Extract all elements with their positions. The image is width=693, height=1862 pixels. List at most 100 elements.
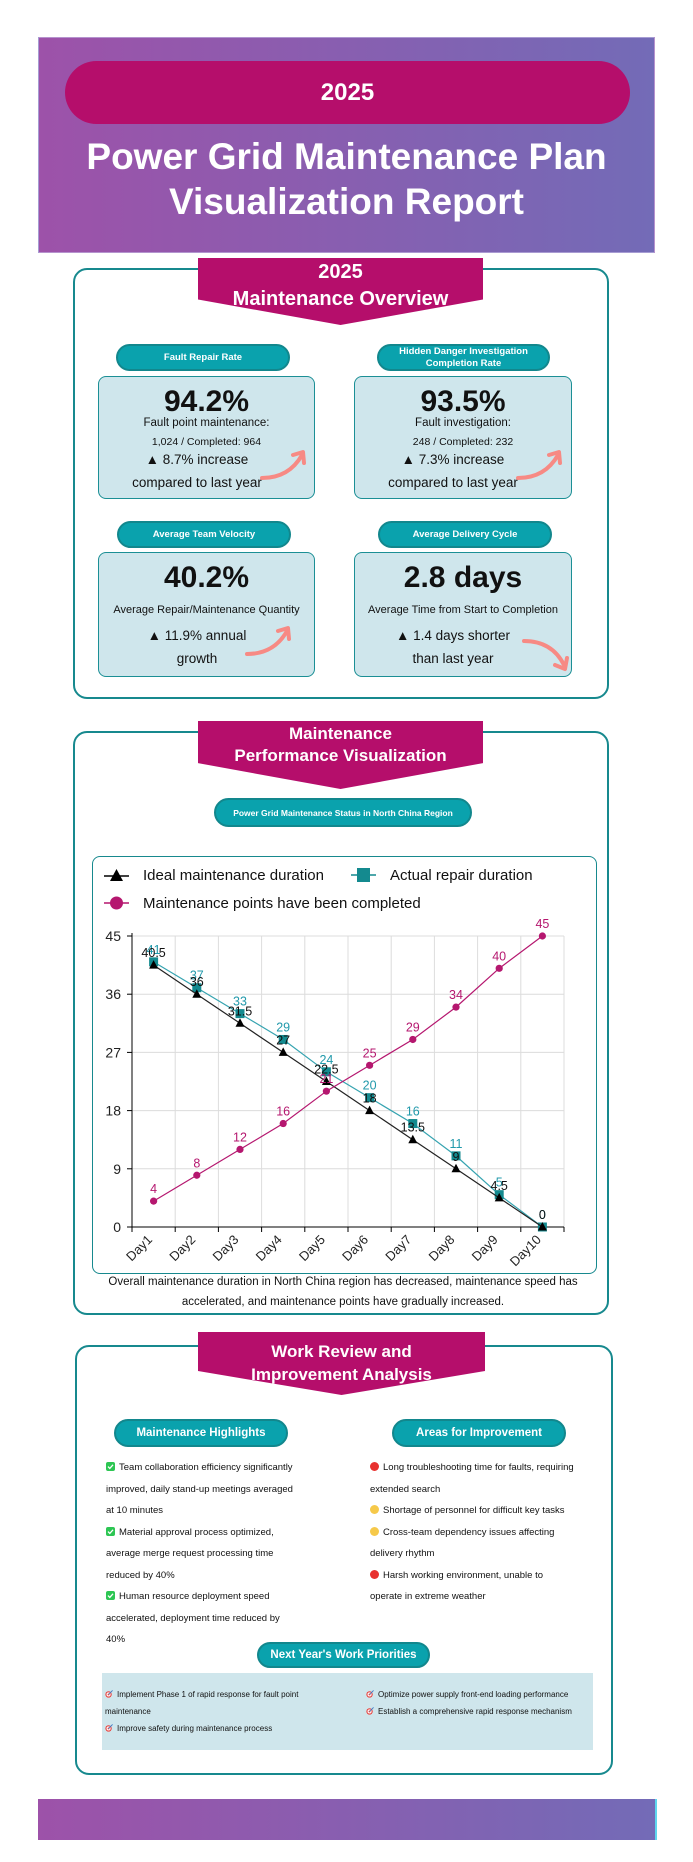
trend-line-1: ▲ 1.4 days shorter <box>396 628 510 643</box>
data-label: 24 <box>319 1053 333 1067</box>
data-point[interactable] <box>494 1192 504 1202</box>
series-triangle: 40.5 36 31.5 27 22.5 18 13.5 9 4.5 0 <box>141 946 547 1231</box>
y-tick-label: 36 <box>105 986 121 1002</box>
data-point[interactable] <box>149 960 159 969</box>
y-tick-label: 0 <box>113 1219 121 1235</box>
trend-line-2: compared to last year <box>132 475 262 490</box>
data-label: 21 <box>319 1072 333 1086</box>
metric-subtitle: Fault point maintenance: <box>143 417 270 429</box>
data-label: 8 <box>193 1156 200 1170</box>
priority-text: Improve safety during maintenance proces… <box>117 1724 273 1733</box>
data-label: 0 <box>539 1208 546 1222</box>
red-circle-icon <box>370 1569 379 1579</box>
metric-subtitle: Fault investigation: <box>415 417 511 429</box>
data-point[interactable] <box>451 1151 461 1161</box>
data-point[interactable] <box>409 1035 417 1044</box>
data-point[interactable] <box>366 1061 374 1069</box>
data-point[interactable] <box>278 1034 288 1044</box>
data-label: 18 <box>363 1092 377 1106</box>
x-tick-label: Day6 <box>339 1232 371 1264</box>
data-point[interactable] <box>365 1105 375 1115</box>
card-label-text: Average Delivery Cycle <box>412 528 518 540</box>
data-label: 12 <box>233 1130 247 1144</box>
priority-item: Improve safety during maintenance proces… <box>105 1720 337 1737</box>
x-tick-label: Day7 <box>382 1232 414 1264</box>
data-label: 25 <box>363 1046 377 1060</box>
data-point[interactable] <box>192 983 202 993</box>
metric-detail: 248 / Completed: 232 <box>412 436 514 448</box>
x-tick-label: Day9 <box>469 1232 501 1264</box>
data-point[interactable] <box>408 1134 418 1144</box>
data-label: 45 <box>535 917 549 931</box>
metric-card-hidden-danger-investigation: 93.5% Fault investigation: 248 / Complet… <box>354 376 572 499</box>
legend-item-actual[interactable]: Actual repair duration <box>351 864 533 886</box>
data-point[interactable] <box>408 1119 418 1129</box>
x-tick-label: Day3 <box>209 1232 241 1264</box>
trend-up-arrow-icon <box>516 450 562 480</box>
data-label: 0 <box>539 1208 546 1222</box>
data-point[interactable] <box>192 989 202 998</box>
data-point[interactable] <box>193 1171 201 1179</box>
data-label: 37 <box>190 969 204 983</box>
data-point[interactable] <box>150 1197 158 1205</box>
metric-card-fault-repair-rate: 94.2% Fault point maintenance: 1,024 / C… <box>98 376 315 499</box>
report-header: 2025 Power Grid Maintenance Plan Visuali… <box>38 37 655 253</box>
chart-title: Power Grid Maintenance Status in North C… <box>233 807 453 818</box>
data-point[interactable] <box>278 1047 288 1056</box>
highlight-text: Team collaboration efficiency significan… <box>106 1462 293 1516</box>
yellow-circle-icon <box>370 1526 379 1536</box>
metric-trend: ▲ 7.3% increase compared to last year <box>375 448 531 494</box>
data-point[interactable] <box>235 1018 245 1027</box>
check-box-icon <box>106 1462 115 1471</box>
title-line-1: Power Grid Maintenance Plan <box>86 136 607 177</box>
priority-text: Establish a comprehensive rapid response… <box>378 1707 572 1716</box>
x-tick-label: Day5 <box>296 1232 328 1264</box>
improvements-list: Long troubleshooting time for faults, re… <box>370 1457 575 1608</box>
improvements-title: Areas for Improvement <box>416 1427 542 1439</box>
data-point[interactable] <box>538 932 546 940</box>
trend-line-1: ▲ 11.9% annual <box>147 628 247 643</box>
target-icon <box>366 1690 374 1698</box>
trend-line-1: ▲ 7.3% increase <box>401 452 505 467</box>
legend-item-ideal[interactable]: Ideal maintenance duration <box>104 864 324 886</box>
metric-value: 40.2% <box>163 561 250 594</box>
priority-item: Establish a comprehensive rapid response… <box>366 1703 592 1720</box>
data-point[interactable] <box>452 1003 460 1011</box>
card-label-fault-repair-rate: Fault Repair Rate <box>116 344 290 371</box>
data-point[interactable] <box>322 1087 330 1095</box>
data-point[interactable] <box>451 1163 461 1173</box>
metric-subtitle: Average Time from Start to Completion <box>368 604 558 616</box>
chart-caption: Overall maintenance duration in North Ch… <box>108 1276 578 1308</box>
metric-detail: 1,024 / Completed: 964 <box>151 436 262 448</box>
trend-line-2: than last year <box>412 651 494 666</box>
trend-up-arrow-icon <box>245 626 291 656</box>
data-point[interactable] <box>321 1067 331 1077</box>
data-label: 22.5 <box>314 1063 338 1077</box>
data-point[interactable] <box>279 1119 287 1128</box>
metric-trend: ▲ 11.9% annual growth <box>119 624 275 670</box>
data-point[interactable] <box>321 1076 331 1086</box>
ribbon-line-1: Maintenance <box>289 724 392 743</box>
data-point[interactable] <box>365 1093 375 1103</box>
metric-card-average-delivery-cycle: 2.8 days Average Time from Start to Comp… <box>354 552 572 677</box>
data-point[interactable] <box>235 1009 245 1019</box>
data-point[interactable] <box>495 964 503 972</box>
next-year-priorities-header: Next Year's Work Priorities <box>257 1642 430 1668</box>
improvement-text: Long troubleshooting time for faults, re… <box>370 1462 574 1495</box>
data-point[interactable] <box>236 1145 244 1153</box>
data-point[interactable] <box>537 1222 547 1231</box>
x-tick-label: Day2 <box>166 1232 198 1264</box>
legend-item-completed[interactable]: Maintenance points have been completed <box>104 892 421 914</box>
data-label: 20 <box>363 1079 377 1093</box>
card-label-text: Fault Repair Rate <box>163 351 243 363</box>
triangle-marker-icon <box>104 869 129 881</box>
data-label: 29 <box>406 1020 420 1034</box>
yellow-circle-icon <box>370 1505 379 1514</box>
x-tick-label: Day4 <box>253 1232 285 1264</box>
data-label: 9 <box>453 1150 460 1164</box>
priority-text: Implement Phase 1 of rapid response for … <box>105 1690 299 1716</box>
grid-lines <box>132 935 565 1227</box>
improvement-item: Long troubleshooting time for faults, re… <box>370 1457 575 1500</box>
data-label: 40.5 <box>141 946 165 960</box>
